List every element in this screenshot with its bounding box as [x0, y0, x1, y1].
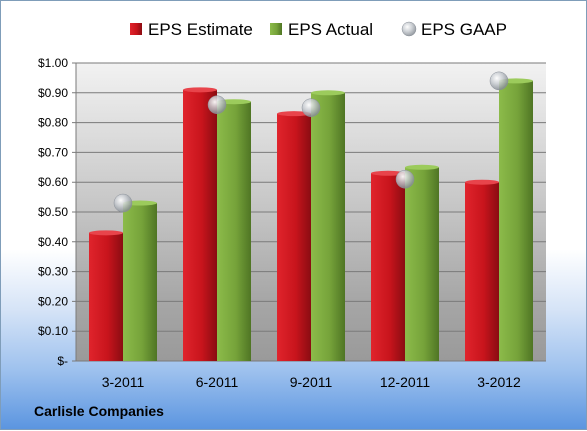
marker-eps-gaap	[207, 95, 227, 114]
y-tick-label: $-	[57, 354, 68, 368]
bar-eps-estimate	[465, 182, 499, 361]
y-tick-label: $0.90	[38, 86, 68, 100]
marker-eps-gaap	[301, 98, 321, 117]
y-tick-label: $0.50	[38, 205, 68, 219]
bar-top-estimate	[465, 179, 499, 185]
bar-eps-actual	[217, 101, 251, 362]
bar-top-actual	[311, 90, 345, 96]
bar-top-estimate	[89, 230, 123, 236]
bar-eps-estimate	[183, 89, 217, 361]
legend-swatch-eps-estimate	[130, 23, 142, 35]
bar-top-estimate	[183, 87, 217, 93]
y-tick-label: $0.20	[38, 294, 68, 308]
x-tick-label: 12-2011	[380, 374, 431, 390]
bar-top-actual	[405, 164, 439, 170]
y-tick-label: $0.10	[38, 324, 68, 338]
legend-label: EPS GAAP	[421, 20, 507, 39]
legend-swatch-eps-actual	[270, 23, 282, 35]
bar-eps-estimate	[89, 232, 123, 361]
x-axis-ticks: 3-2011 6-2011 9-2011 12-2011 3-2012	[102, 374, 521, 390]
marker-eps-gaap	[489, 71, 509, 91]
x-tick-label: 6-2011	[196, 374, 239, 390]
y-tick-label: $0.80	[38, 116, 68, 130]
legend: EPS Estimate EPS Actual EPS GAAP	[130, 20, 507, 39]
y-tick-label: $0.30	[38, 265, 68, 279]
company-name: Carlisle Companies	[34, 403, 164, 419]
bar-eps-actual	[123, 203, 157, 361]
y-tick-label: $0.60	[38, 175, 68, 189]
bar-eps-actual	[405, 167, 439, 361]
legend-swatch-eps-gaap	[401, 21, 417, 37]
legend-label: EPS Estimate	[148, 20, 253, 39]
gaap-markers	[113, 71, 509, 213]
bar-eps-actual	[311, 92, 345, 362]
legend-label: EPS Actual	[288, 20, 373, 39]
y-tick-label: $0.40	[38, 235, 68, 249]
y-tick-label: $1.00	[38, 56, 68, 70]
bars	[89, 78, 533, 362]
marker-eps-gaap	[395, 169, 415, 189]
x-tick-label: 9-2011	[290, 374, 333, 390]
bar-top-estimate	[277, 111, 311, 117]
marker-eps-gaap	[113, 193, 133, 213]
bar-eps-estimate	[371, 173, 405, 361]
x-tick-label: 3-2012	[477, 374, 521, 390]
y-axis-ticks: $- $0.10 $0.20 $0.30 $0.40 $0.50 $0.60 $0.70 $0.…	[38, 56, 68, 368]
bar-eps-estimate	[277, 113, 311, 361]
x-tick-label: 3-2011	[102, 374, 145, 390]
bar-top-estimate	[371, 170, 405, 176]
bar-eps-actual	[499, 80, 533, 361]
y-tick-label: $0.70	[38, 145, 68, 159]
